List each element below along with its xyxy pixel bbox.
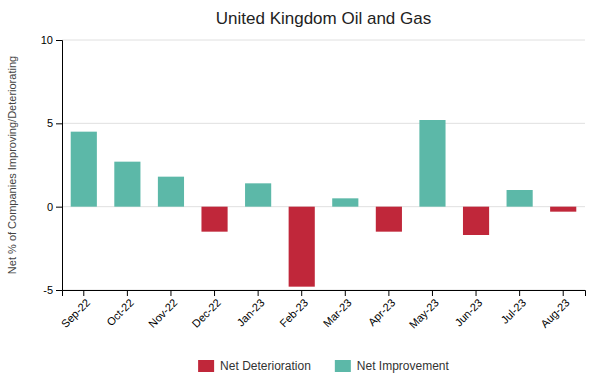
x-tick-mark xyxy=(345,290,346,296)
x-tick: Feb-23 xyxy=(277,290,310,329)
x-tick: Oct-22 xyxy=(104,290,136,328)
bar xyxy=(71,132,97,207)
bar xyxy=(114,162,140,207)
legend-item: Net Deterioration xyxy=(198,359,311,373)
x-tick-label: Oct-22 xyxy=(104,296,136,328)
x-tick: Sep-22 xyxy=(59,290,93,330)
x-tick-label: Feb-23 xyxy=(277,296,310,329)
x-tick-mark xyxy=(127,290,128,296)
y-axis-line xyxy=(56,41,63,291)
bar xyxy=(507,190,533,207)
x-tick: Jan-23 xyxy=(234,290,266,329)
y-tick-label: 5 xyxy=(47,117,53,129)
x-tick-label: Sep-22 xyxy=(59,296,93,330)
x-tick-label: Apr-23 xyxy=(366,296,398,328)
x-tick-mark xyxy=(214,290,215,296)
x-tick: Jun-23 xyxy=(452,290,484,329)
bar xyxy=(332,198,358,206)
x-tick-label: May-23 xyxy=(407,296,441,330)
legend-swatch xyxy=(198,360,214,372)
x-tick-mark xyxy=(476,290,477,296)
y-tick: 10 xyxy=(41,34,62,46)
x-tick-label: Dec-22 xyxy=(190,296,224,330)
x-tick-mark xyxy=(301,290,302,296)
y-tick-mark xyxy=(56,123,62,124)
x-tick-label: Nov-22 xyxy=(146,296,180,330)
x-tick-mark xyxy=(170,290,171,296)
bars xyxy=(71,120,577,287)
x-tick: Mar-23 xyxy=(321,290,354,329)
bar xyxy=(245,183,271,206)
x-tick-label: Mar-23 xyxy=(321,296,354,329)
x-tick: Dec-22 xyxy=(190,290,224,330)
y-axis-title: Net % of Companies Improving/Deteriorati… xyxy=(6,56,18,274)
y-tick-mark xyxy=(56,290,62,291)
y-tick-label: 10 xyxy=(41,34,53,46)
x-tick: Jul-23 xyxy=(499,290,529,326)
y-tick: 5 xyxy=(47,117,62,129)
x-tick-mark xyxy=(563,290,564,296)
plot: -5 0 5 10 Sep-22 Oct-22 Nov-22 Dec-22 Jan-23 Feb-… xyxy=(41,34,586,331)
x-tick-label: Jun-23 xyxy=(452,296,484,328)
x-tick-label: Aug-23 xyxy=(538,296,572,330)
grid-line xyxy=(62,40,585,41)
x-tick-mark xyxy=(258,290,259,296)
bar xyxy=(289,207,315,287)
title: United Kingdom Oil and Gas xyxy=(216,9,431,28)
y-tick-mark xyxy=(56,207,62,208)
bar xyxy=(550,207,576,212)
x-axis-line xyxy=(63,291,586,297)
bar xyxy=(376,207,402,232)
legend-swatch xyxy=(335,360,351,372)
x-axis: Sep-22 Oct-22 Nov-22 Dec-22 Jan-23 Feb-23 Mar-… xyxy=(59,290,586,331)
x-tick: Aug-23 xyxy=(538,290,572,330)
grid-line xyxy=(62,123,585,124)
x-tick-mark xyxy=(519,290,520,296)
x-tick-mark xyxy=(388,290,389,296)
x-tick-label: Jul-23 xyxy=(499,296,529,326)
x-tick-mark xyxy=(432,290,433,296)
bar xyxy=(419,120,445,207)
y-axis: -5 0 5 10 xyxy=(41,34,63,296)
bar xyxy=(463,207,489,235)
x-tick-label: Jan-23 xyxy=(234,296,266,328)
x-tick: Nov-22 xyxy=(146,290,180,330)
legend-label: Net Deterioration xyxy=(220,359,311,373)
legend-label: Net Improvement xyxy=(357,359,450,373)
chart: -5 0 5 10 Sep-22 Oct-22 Nov-22 Dec-22 Jan-23 Feb-… xyxy=(0,0,605,378)
bar xyxy=(201,207,227,232)
y-tick-label: -5 xyxy=(43,284,53,296)
grid xyxy=(62,40,585,290)
x-tick: May-23 xyxy=(407,290,441,331)
legend-item: Net Improvement xyxy=(335,359,450,373)
y-tick: -5 xyxy=(43,284,62,296)
y-tick: 0 xyxy=(47,201,62,213)
y-tick-mark xyxy=(56,40,62,41)
y-tick-label: 0 xyxy=(47,201,53,213)
x-tick: Apr-23 xyxy=(366,290,398,328)
legend: Net Deterioration Net Improvement xyxy=(198,359,449,373)
x-tick-mark xyxy=(83,290,84,296)
bar xyxy=(158,177,184,207)
